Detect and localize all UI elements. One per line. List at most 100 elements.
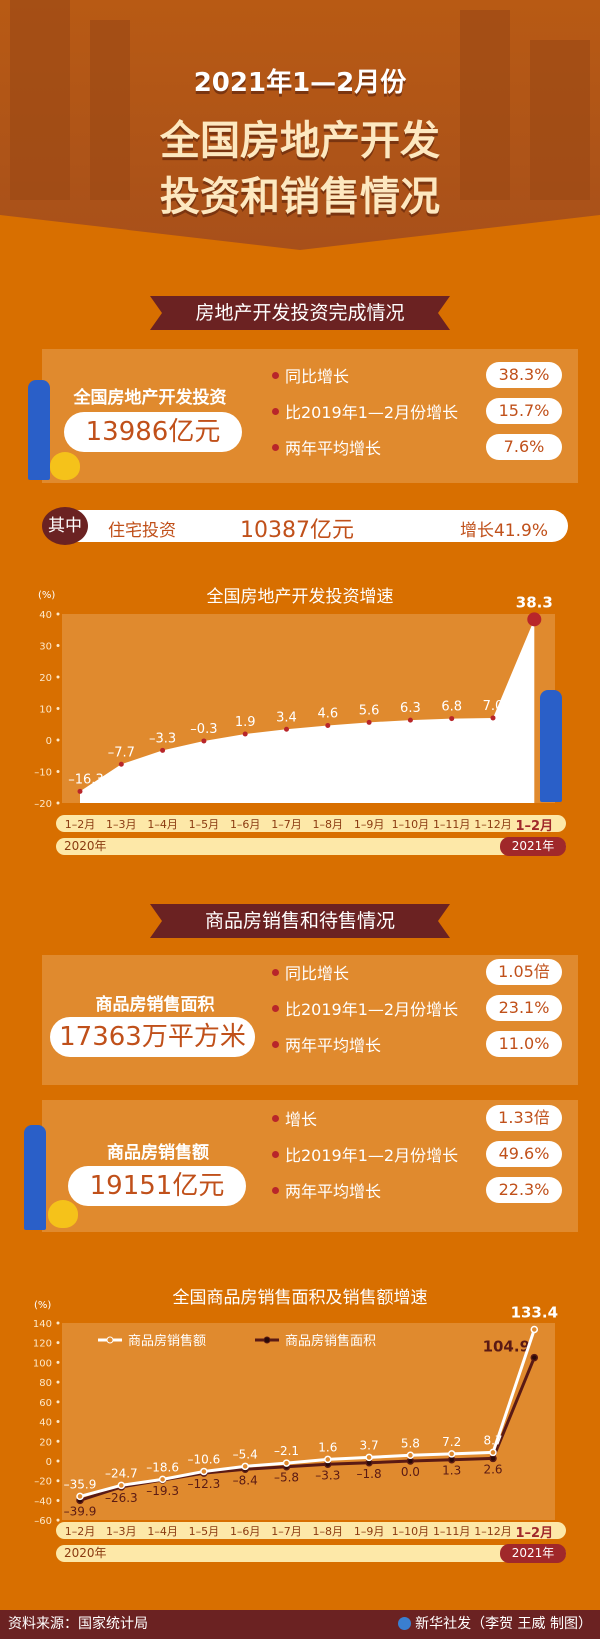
data-label: –3.3 xyxy=(149,731,176,746)
sales-amount-value: 19151亿元 xyxy=(68,1166,246,1206)
stat-row: 比2019年1—2月份增长 xyxy=(272,994,458,1022)
data-point xyxy=(284,726,289,732)
pointing-businessman-figure xyxy=(540,690,562,802)
data-point xyxy=(76,1492,84,1501)
stat-value: 7.6% xyxy=(486,434,562,460)
data-label: 5.6 xyxy=(359,703,380,718)
x-tick-label: 1–6月 xyxy=(229,1525,261,1538)
y-tick-label: 140 xyxy=(33,1319,52,1330)
y-tick-mark xyxy=(56,738,60,742)
data-point xyxy=(158,1475,167,1484)
y-tick-mark xyxy=(56,612,60,616)
chart1-year-2021: 2021年 xyxy=(500,837,566,856)
data-point xyxy=(242,731,248,737)
investment-label: 全国房地产开发投资 xyxy=(73,388,227,408)
data-label: –3.3 xyxy=(315,1468,340,1482)
bullet-icon xyxy=(272,371,279,379)
data-point xyxy=(160,747,166,753)
data-label: 3.4 xyxy=(276,710,297,725)
section-banner-investment: 房地产开发投资完成情况 xyxy=(150,296,450,330)
stat-value: 15.7% xyxy=(486,398,562,424)
data-label: –24.7 xyxy=(105,1466,138,1480)
y-tick-label: 20 xyxy=(39,1437,52,1448)
y-tick-label: –20 xyxy=(34,1477,52,1488)
y-tick-label: 40 xyxy=(39,610,52,621)
legend-label: 商品房销售额 xyxy=(128,1333,206,1349)
data-label: 1.9 xyxy=(235,715,256,730)
header-title-2: 投资和销售情况 xyxy=(160,174,440,220)
xinhua-logo-icon xyxy=(398,1617,412,1630)
data-label: –1.8 xyxy=(357,1467,382,1481)
data-label: 0.0 xyxy=(401,1465,420,1479)
legend-marker xyxy=(263,1336,271,1344)
investment-value: 13986亿元 xyxy=(64,412,242,452)
y-tick-label: 20 xyxy=(39,673,52,684)
y-tick-mark xyxy=(56,801,60,805)
data-point xyxy=(366,719,372,725)
data-label: –35.9 xyxy=(64,1477,97,1491)
data-label: 3.7 xyxy=(360,1438,379,1452)
section-banner-sales: 商品房销售和待售情况 xyxy=(150,904,450,938)
data-label: –16.3 xyxy=(68,772,103,787)
data-label: 7.2 xyxy=(442,1435,461,1449)
data-label: 4.6 xyxy=(317,707,338,722)
y-tick-mark xyxy=(56,770,60,773)
stat-value: 1.33倍 xyxy=(486,1105,562,1131)
sales-amount-label: 商品房销售额 xyxy=(107,1143,209,1163)
chart2-xaxis-labels: 1–2月 1–3月 1–4月 1–5月 1–6月 1–7月 1–8月 1–9月 1–10月 1–1… xyxy=(56,1522,566,1541)
x-tick-label: 1–3月 xyxy=(106,1525,137,1538)
data-point xyxy=(201,738,207,744)
x-tick-label: 1–2月 xyxy=(64,818,96,831)
stat-label: 比2019年1—2月份增长 xyxy=(285,403,459,422)
chart1-xaxis-labels: 1–2月 1–3月 1–4月 1–5月 1–6月 1–7月 1–8月 1–9月 1–10月 1–1… xyxy=(56,815,566,834)
x-tick-label: 1–3月 xyxy=(106,818,137,831)
y-tick-mark xyxy=(56,1498,60,1502)
data-point xyxy=(118,761,124,767)
y-tick-label: 80 xyxy=(39,1378,52,1389)
stat-label: 比2019年1—2月份增长 xyxy=(285,1000,459,1019)
data-label: –0.3 xyxy=(190,722,217,737)
stat-label: 两年平均增长 xyxy=(285,1182,382,1201)
data-label: 133.4 xyxy=(511,1303,558,1321)
data-label: 104.9 xyxy=(483,1338,530,1356)
y-tick-mark xyxy=(56,675,60,679)
y-tick-mark xyxy=(56,1341,60,1345)
stat-label: 增长 xyxy=(285,1110,318,1129)
data-point xyxy=(77,788,83,794)
y-tick-mark xyxy=(56,1459,60,1463)
stat-row: 两年平均增长 xyxy=(272,1030,381,1058)
legend-label: 商品房销售面积 xyxy=(285,1333,376,1349)
credit: 新华社发（李贺 王威 制图） xyxy=(398,1610,592,1639)
data-label: 38.3 xyxy=(516,593,553,611)
y-tick-mark xyxy=(56,1380,60,1384)
stat-value: 1.05倍 xyxy=(486,959,562,985)
y-tick-mark xyxy=(56,1439,60,1443)
data-point xyxy=(489,1454,497,1463)
y-tick-mark xyxy=(56,1420,60,1424)
y-tick-mark xyxy=(56,707,60,710)
data-point xyxy=(530,1325,539,1334)
x-tick-label: 1–11月 xyxy=(432,1525,471,1538)
data-label: –5.8 xyxy=(274,1471,299,1485)
residential-label: 住宅投资 xyxy=(108,521,176,541)
x-tick-label: 1–10月 xyxy=(391,1525,430,1538)
y-tick-mark xyxy=(56,1360,60,1364)
data-label: 5.8 xyxy=(401,1436,420,1450)
data-point xyxy=(406,1451,415,1460)
data-label: –26.3 xyxy=(105,1491,138,1505)
chart2-title: 全国商品房销售面积及销售额增速 xyxy=(172,1288,428,1308)
data-label: –19.3 xyxy=(146,1484,179,1498)
x-tick-label: 1–2月 xyxy=(64,1525,96,1538)
chart2-svg: 140 120 100 80 60 40 20 0 –20 –40 –60 –39.9 –26.3 –19… xyxy=(33,1303,558,1527)
sales-area-value: 17363万平方米 xyxy=(50,1017,255,1057)
credit-text: 新华社发（李贺 王威 制图） xyxy=(415,1616,592,1632)
data-point xyxy=(530,1353,539,1362)
stat-row: 两年平均增长 xyxy=(272,433,381,461)
stat-value: 22.3% xyxy=(486,1177,562,1203)
chart1-ylabel: (%) xyxy=(38,590,56,601)
data-label: 1.6 xyxy=(318,1440,337,1454)
bullet-icon xyxy=(272,407,279,415)
businessman-figure xyxy=(28,380,50,480)
stat-row: 增长 xyxy=(272,1104,317,1132)
chart2-ylabel: (%) xyxy=(34,1300,52,1311)
